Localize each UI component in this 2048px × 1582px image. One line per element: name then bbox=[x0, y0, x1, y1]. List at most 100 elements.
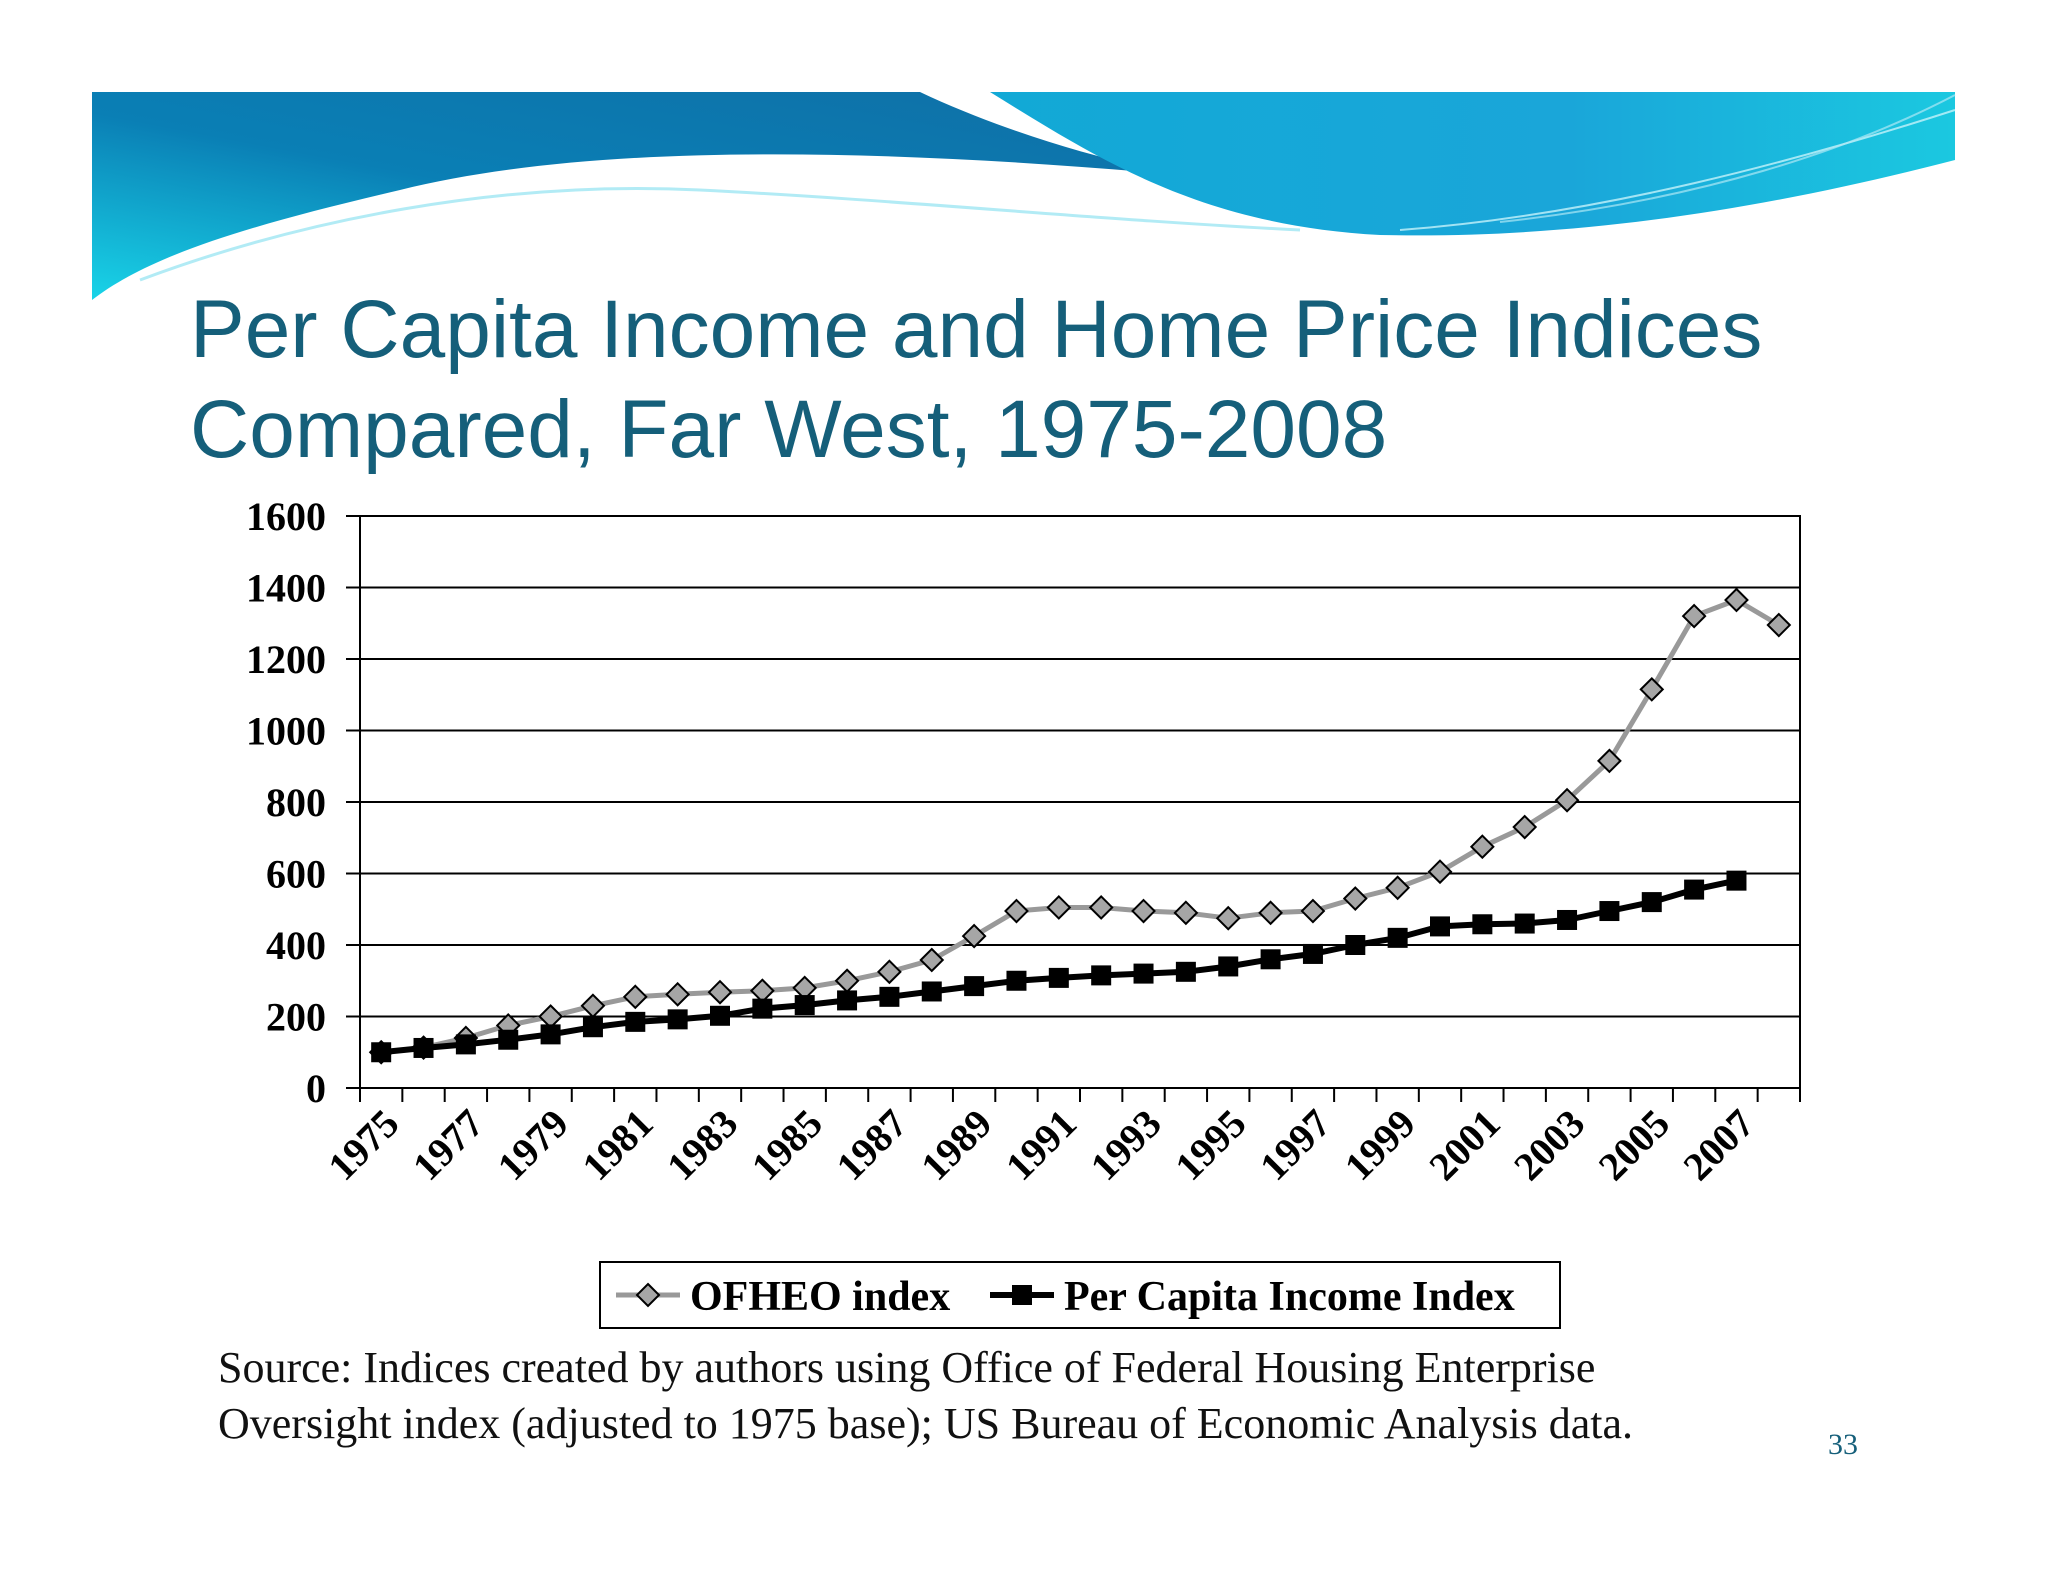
x-tick-label: 1983 bbox=[658, 1101, 746, 1189]
y-tick-label: 600 bbox=[266, 852, 326, 897]
slide-title: Per Capita Income and Home Price Indices… bbox=[190, 280, 1890, 480]
legend-label-income: Per Capita Income Index bbox=[1064, 1274, 1515, 1320]
legend-box bbox=[599, 1261, 1561, 1329]
series-per-capita-income-index bbox=[371, 870, 1747, 1063]
data-point-marker bbox=[1091, 965, 1112, 986]
data-point-marker bbox=[964, 976, 985, 997]
x-tick-label: 2005 bbox=[1590, 1101, 1678, 1189]
y-tick-label: 1200 bbox=[246, 637, 326, 682]
data-point-marker bbox=[710, 1005, 730, 1026]
series bbox=[368, 587, 1792, 1065]
data-point-marker bbox=[1218, 956, 1239, 977]
data-point-marker bbox=[1599, 901, 1620, 922]
series-ofheo-index bbox=[368, 587, 1792, 1065]
gridlines bbox=[360, 515, 1800, 1089]
data-point-marker bbox=[961, 923, 987, 949]
data-point-marker bbox=[1684, 879, 1705, 900]
data-point-marker bbox=[707, 979, 733, 1005]
data-point-marker bbox=[622, 984, 648, 1010]
data-point-marker bbox=[665, 981, 691, 1007]
y-tick-label: 200 bbox=[266, 995, 326, 1040]
data-point-marker bbox=[625, 1011, 646, 1032]
data-point-marker bbox=[752, 998, 773, 1019]
data-point-marker bbox=[1215, 905, 1241, 931]
legend-marker-square bbox=[1012, 1285, 1032, 1305]
data-point-marker bbox=[1639, 676, 1665, 702]
data-point-marker bbox=[876, 959, 902, 985]
data-point-marker bbox=[1258, 900, 1284, 926]
data-point-marker bbox=[1472, 914, 1493, 935]
data-point-marker bbox=[1726, 870, 1747, 891]
page-number: 33 bbox=[1828, 1428, 1858, 1461]
x-tick-label: 1989 bbox=[912, 1101, 1000, 1189]
data-point-marker bbox=[1046, 895, 1072, 920]
data-point-marker bbox=[498, 1029, 519, 1050]
y-tick-label: 1000 bbox=[246, 709, 326, 754]
source-note-line-2: Oversight index (adjusted to 1975 base);… bbox=[218, 1399, 1634, 1448]
data-point-marker bbox=[1557, 909, 1578, 930]
y-tick-label: 800 bbox=[266, 780, 326, 825]
y-tick-label: 1600 bbox=[246, 494, 326, 539]
data-point-marker bbox=[1088, 895, 1114, 920]
source-note-line-1: Source: Indices created by authors using… bbox=[218, 1343, 1596, 1392]
data-point-marker bbox=[1766, 612, 1792, 638]
data-point-marker bbox=[1175, 961, 1196, 982]
data-point-marker bbox=[1596, 748, 1622, 774]
data-point-marker bbox=[1300, 898, 1326, 924]
data-point-marker bbox=[582, 1017, 603, 1038]
legend-marker-diamond bbox=[635, 1282, 661, 1308]
x-tick-label: 1999 bbox=[1336, 1101, 1424, 1189]
data-point-marker bbox=[1133, 963, 1154, 984]
data-point-marker bbox=[1302, 943, 1323, 964]
x-tick-label: 1981 bbox=[573, 1101, 661, 1189]
legend-label-ofheo: OFHEO index bbox=[690, 1274, 950, 1320]
source-note: Source: Indices created by authors using… bbox=[218, 1340, 1818, 1452]
data-point-marker bbox=[667, 1009, 688, 1030]
data-point-marker bbox=[1641, 892, 1662, 913]
data-point-marker bbox=[879, 986, 900, 1007]
x-tick-label: 1977 bbox=[404, 1101, 492, 1189]
x-tick-label: 1985 bbox=[743, 1101, 831, 1189]
x-tick-label: 2003 bbox=[1505, 1101, 1593, 1189]
x-tick-label: 1997 bbox=[1251, 1101, 1339, 1189]
data-point-marker bbox=[794, 995, 815, 1016]
y-axis-ticks: 0 200 400 600 800 1000 1200 1400 1600 bbox=[246, 494, 360, 1111]
slide-title-line-2: Compared, Far West, 1975-2008 bbox=[190, 384, 1388, 475]
data-point-marker bbox=[1512, 814, 1538, 840]
data-point-marker bbox=[371, 1042, 392, 1063]
x-axis-ticks: 1975197719791981198319851987198919911993… bbox=[319, 1088, 1801, 1189]
data-point-marker bbox=[749, 978, 775, 1004]
data-point-marker bbox=[1554, 787, 1580, 813]
data-point-marker bbox=[1724, 587, 1749, 613]
data-point-marker bbox=[1004, 898, 1029, 924]
data-point-marker bbox=[1681, 603, 1707, 629]
data-point-marker bbox=[1387, 927, 1408, 948]
data-point-marker bbox=[837, 990, 858, 1011]
data-point-marker bbox=[834, 968, 860, 994]
x-tick-label: 2001 bbox=[1420, 1101, 1508, 1189]
x-tick-label: 1995 bbox=[1166, 1101, 1254, 1189]
data-point-marker bbox=[1131, 898, 1156, 924]
series-line bbox=[380, 597, 1781, 1055]
y-tick-label: 400 bbox=[266, 923, 326, 968]
data-point-marker bbox=[1345, 935, 1366, 955]
data-point-marker bbox=[1427, 859, 1453, 885]
data-point-marker bbox=[1385, 875, 1411, 901]
data-point-marker bbox=[1469, 834, 1495, 860]
y-tick-label: 1400 bbox=[246, 566, 326, 611]
chart-legend: OFHEO index Per Capita Income Index bbox=[599, 1261, 1561, 1329]
slide-title-line-1: Per Capita Income and Home Price Indices bbox=[190, 284, 1763, 375]
x-tick-label: 1979 bbox=[489, 1101, 577, 1189]
x-tick-label: 1991 bbox=[997, 1101, 1085, 1189]
data-point-marker bbox=[413, 1037, 434, 1058]
data-point-marker bbox=[1006, 970, 1027, 991]
data-point-marker bbox=[1173, 900, 1199, 926]
x-tick-label: 1993 bbox=[1082, 1101, 1170, 1189]
data-point-marker bbox=[1048, 967, 1069, 988]
data-point-marker bbox=[580, 993, 606, 1019]
x-tick-label: 1975 bbox=[319, 1101, 407, 1189]
data-point-marker bbox=[455, 1034, 476, 1055]
y-tick-label: 0 bbox=[306, 1066, 326, 1111]
data-point-marker bbox=[1260, 949, 1281, 970]
